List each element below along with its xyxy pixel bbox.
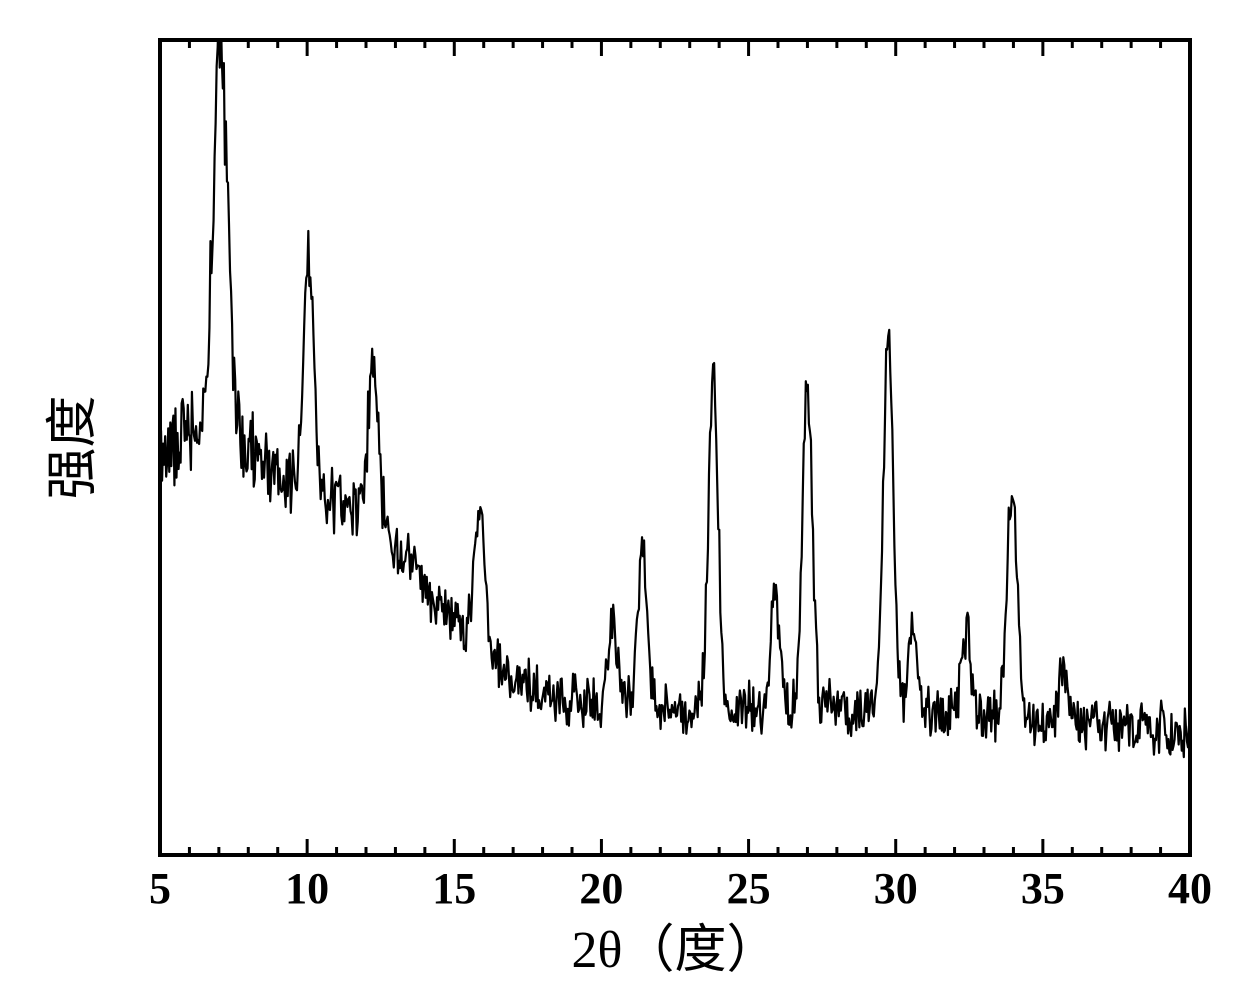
x-tick-label: 5 bbox=[149, 864, 171, 913]
xrd-svg: 5 10 15 20 25 30 35 40 2θ（度） 强度 bbox=[0, 0, 1240, 1004]
x-tick-label: 40 bbox=[1168, 864, 1212, 913]
x-tick-label: 20 bbox=[579, 864, 623, 913]
x-tick-label: 30 bbox=[874, 864, 918, 913]
xrd-chart: 5 10 15 20 25 30 35 40 2θ（度） 强度 bbox=[0, 0, 1240, 1004]
x-tick-label: 15 bbox=[432, 864, 476, 913]
x-tick-label: 25 bbox=[727, 864, 771, 913]
x-tick-label: 10 bbox=[285, 864, 329, 913]
y-axis-title: 强度 bbox=[45, 395, 102, 499]
x-tick-label: 35 bbox=[1021, 864, 1065, 913]
x-axis-title: 2θ（度） bbox=[572, 922, 779, 979]
